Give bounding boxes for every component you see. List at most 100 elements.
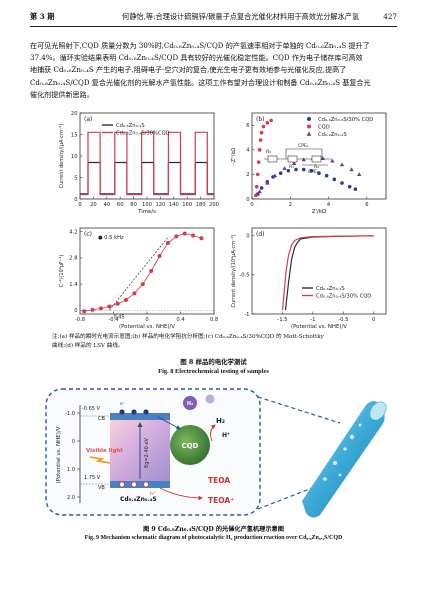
chart-b-eis: 0 2 4 6 0 2 4 6 Z'/kΩ -Z''/kΩ (b) Cd₀.₆Zn₀.₄S/30% C… [231,112,387,215]
note-line: 注:(a) 样品的瞬时光电流示意图;(b) 样品的电化学阻抗分析图;(c) Cd… [52,334,324,340]
figure-9-mechanism-diagram: (Potential vs. NHE)/V -1.0 0 1.0 2.0 -0.… [45,388,387,518]
h2-bubble-large [183,396,197,410]
issue-number: 第 3 期 [30,12,55,21]
data-point [149,269,154,273]
data-point [174,234,179,239]
x-tick-label: 120 [155,202,165,208]
legend-label: Cd₀.₆Zn₀.₄S/30% CQD [316,294,371,300]
data-point [340,181,344,185]
legend-label: Cd₀.₆Zn₀.₄S [116,123,145,129]
reduction-arrow [210,424,216,442]
data-point [309,168,314,173]
panel-label: (d) [256,231,265,238]
plot-frame [79,112,215,200]
page-header: 第 3 期 何静怡,等:合理设计硫镉锌/碳量子点复合光催化材料用于高效光分解水产… [30,12,397,24]
tangent-line [109,237,169,311]
data-point [301,157,306,162]
x-tick-label: 0 [372,317,375,323]
chart-a-photocurrent: 0 20 40 60 80 100 120 140 160 180 200 0 5 10 15 20 Time/… [59,111,219,215]
header-rule [30,26,397,27]
legend-label: Cd₀.₆Zn₀.₄S [316,286,345,292]
y-tick-label: 2.8 [69,256,77,262]
h2-bubble-small [205,394,215,404]
y-axis-label: -Z''/kΩ [231,148,237,165]
data-point [265,180,270,185]
y-axis-label: Current density/(10⁴μA·cm⁻²) [231,234,237,307]
data-point [157,254,162,259]
tick-label: -1.0 [65,411,75,417]
data-point [353,187,358,191]
y-tick-label: 6 [246,123,249,129]
y-tick-label: 15 [71,132,78,138]
x-tick-label: 0 [78,202,81,208]
figure-9-caption-en: Fig. 9 Mechanism schematic diagram of ph… [84,535,343,541]
body-paragraph: 在可见光照射下,CQD 质量分数为 30%时,Cd₀.₆Zn₀.₄S/CQD 的… [30,40,398,101]
body-line: 37.4%。循环实验结果表明 Cd₀.₆Zn₀.₄S/CQD 具有较好的光催化稳… [30,53,363,63]
panel-label: (b) [256,116,265,123]
teoa-label: TEOA [208,476,230,485]
oxidation-arrow [159,487,203,501]
cqd-label: CQD [182,442,199,450]
x-tick-label: 20 [90,202,97,208]
data-point [301,167,306,172]
plot-frame [79,227,215,315]
zoom-line-top [257,396,341,424]
vb-level: 1.75 V [84,475,101,481]
x-tick-label: 4 [327,202,331,208]
data-point [132,291,137,296]
y-tick-label: 2 [246,172,249,178]
y-tick-label: 10 [71,154,78,160]
data-point [349,167,354,172]
body-line: Cd₀.₆Zn₀.₄S/CQD 复合光催化剂的光解水产氢性能。这项工作有望对合理… [30,77,371,87]
data-point [124,297,129,302]
conduction-band [110,413,170,420]
x-tick-label: 200 [209,202,219,208]
tick-label: 0 [72,439,75,445]
x-tick-label: 80 [130,202,137,208]
data-point [332,177,337,182]
data-point [286,168,291,173]
nanorod [302,401,387,518]
data-point [278,171,283,175]
y-tick-label: 0 [74,197,77,203]
tick-label: 1.0 [67,467,75,473]
figure-8-caption-cn: 图 8 样品的电化学测试 [180,358,247,366]
legend-label: Cd₀.₆Zn₀.₄S/30%CQD [116,131,170,137]
resistor-r2 [311,155,322,163]
axis-ticks: -1.0 0 1.0 2.0 [65,411,80,501]
data-point [191,233,196,238]
data-point [257,148,262,152]
x-axis-label: (Potential vs. NHE)/V [291,324,347,330]
annotation-intercept: 0.45 [114,314,125,320]
data-point [339,162,345,167]
bandgap-label: Eg=2.40 eV [144,438,150,468]
hplus-label: H⁺ [222,432,230,439]
semiconductor-label: Cd₀.₆Zn₀.₄S [120,496,157,503]
figure-9-caption-cn: 图 9 Cd₀.₆Zn₀.₄S/CQD 的光催化产氢机理示意图 [143,526,284,533]
chart-d-lsv: -1.5 -1 -0.5 0 -1 -0.5 0 (Potential vs. NHE)/V C… [231,227,387,330]
legend-swatch [306,131,312,136]
x-tick-label: -1 [310,317,315,323]
r0-label: R₀ [266,149,271,155]
data-point [98,306,103,311]
electron-label: e⁻ [120,402,126,407]
x-tick-label: 6 [365,202,368,208]
y-tick-label: 1.4 [69,282,78,288]
hole-label: h⁺ [150,491,156,497]
data-point [256,160,261,164]
body-line: 地捕获 Cd₀.₆Zn₀.₄S 产生的电子,阻碍电子-空穴对的复合,使光生电子更… [30,65,347,75]
data-point [82,309,87,314]
cqd-sphere [170,425,210,465]
panel-label: (c) [84,231,92,238]
data-point [259,186,264,190]
plot-frame [251,227,387,315]
y-tick-label: 4.2 [69,230,77,236]
tick-label: 2.0 [67,495,75,501]
teoa-plus-label: TEOA⁺ [208,496,234,505]
legend-label: Cd₀.₆Zn₀.₄S/30% CQD [318,117,373,123]
x-tick-label: 140 [169,202,179,208]
x-tick-label: 0.8 [210,317,218,323]
x-tick-label: 0 [145,317,148,323]
cpe1-label: CPE₁ [298,143,309,149]
data-point [258,138,263,142]
